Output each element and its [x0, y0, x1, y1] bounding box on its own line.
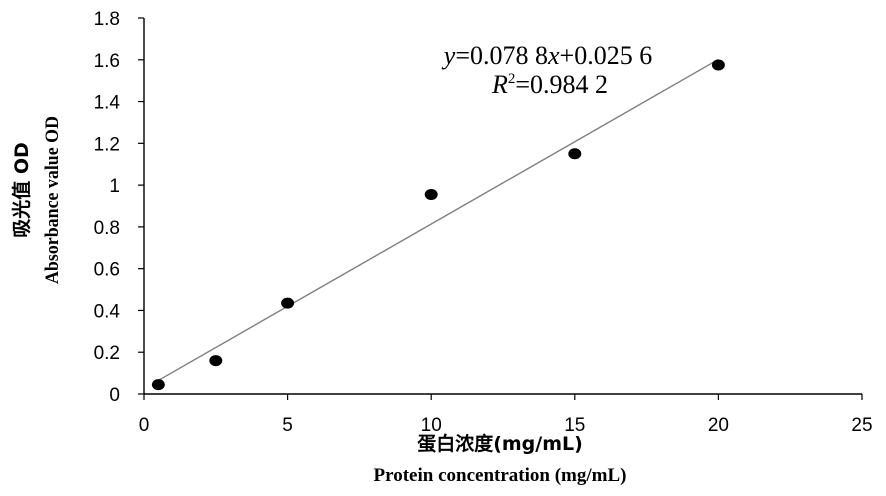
x-axis-label-en: Protein concentration (mg/mL): [374, 465, 627, 486]
y-tick-label: 0.6: [94, 260, 120, 281]
y-axis-label-en: Absorbance value OD: [42, 116, 63, 284]
x-tick-labels: 0 5 10 15 20 25: [139, 415, 873, 436]
y-tick-label: 1: [109, 176, 120, 197]
y-tick-label: 0.4: [94, 301, 121, 322]
data-point: [711, 59, 725, 71]
equation-label: y=0.078 8x+0.025 6: [441, 41, 652, 70]
y-tick-label: 1.8: [94, 9, 120, 30]
x-tick-label: 0: [139, 415, 150, 436]
x-tick-label: 5: [282, 415, 293, 436]
data-point: [568, 148, 582, 160]
y-tick-label: 1.2: [94, 134, 120, 155]
y-tick-label: 1.4: [94, 93, 121, 114]
r-squared-label: R2=0.984 2: [491, 70, 608, 99]
data-points: [151, 59, 725, 391]
y-axis-label-cn: 吸光值 OD: [10, 142, 33, 238]
trendline: [158, 58, 719, 382]
x-tick-label: 20: [708, 415, 729, 436]
data-point: [281, 297, 295, 309]
y-tick-label: 0.2: [94, 343, 120, 364]
x-tick-label: 15: [564, 415, 585, 436]
y-tick-labels: 0 0.2 0.4 0.6 0.8 1 1.2 1.4 1.6 1.8: [94, 9, 121, 406]
y-tick-label: 0: [109, 385, 120, 406]
y-tick-label: 1.6: [94, 51, 120, 72]
x-tick-label: 10: [421, 415, 442, 436]
y-tick-label: 0.8: [94, 218, 120, 239]
x-tick-label: 25: [851, 415, 872, 436]
data-point: [424, 189, 438, 201]
x-axis-label-cn: 蛋白浓度(mg/mL): [417, 432, 583, 455]
axes: [138, 17, 863, 400]
data-point: [209, 355, 223, 367]
data-point: [151, 379, 165, 391]
